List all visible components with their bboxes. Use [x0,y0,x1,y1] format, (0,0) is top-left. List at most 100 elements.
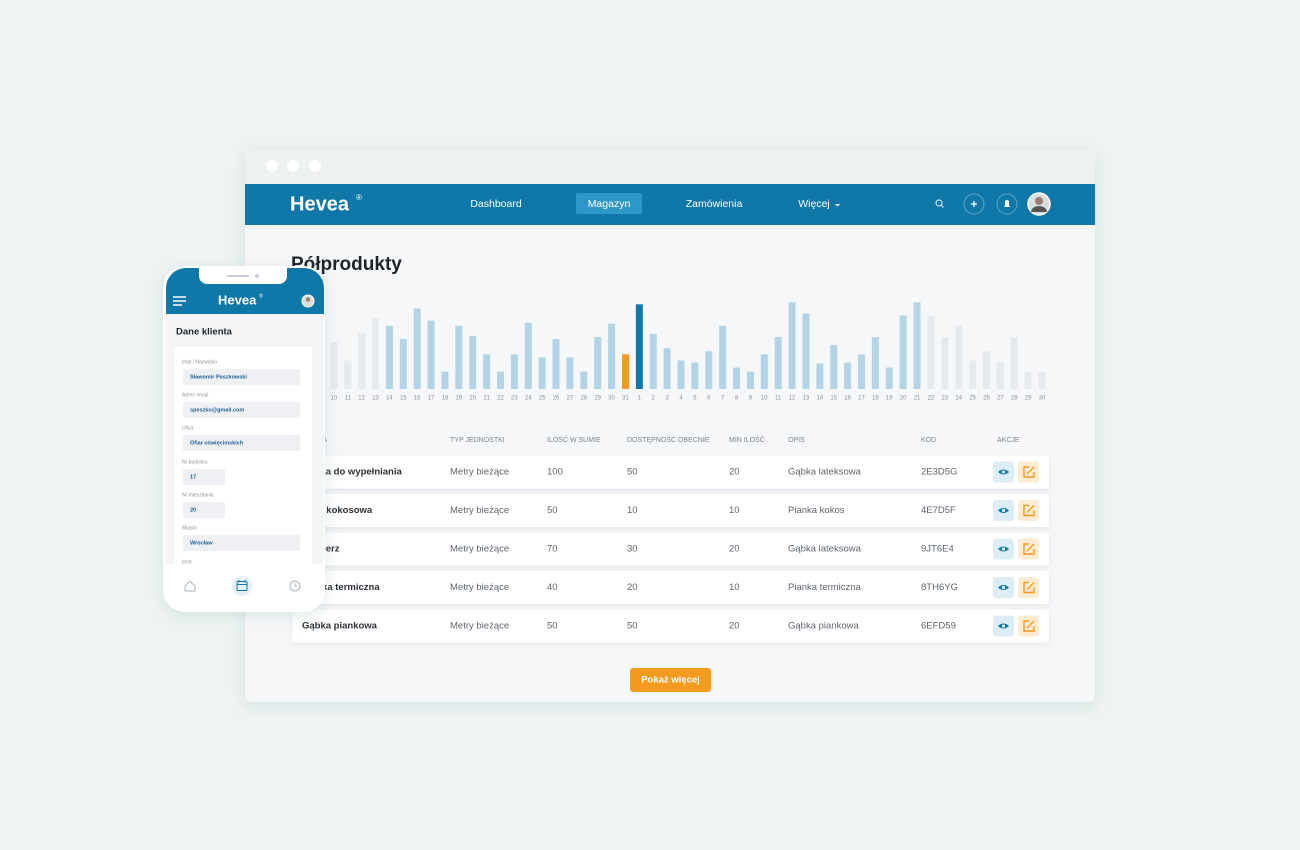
bar [1010,336,1018,389]
tabbar-edge [166,564,324,568]
bar [802,313,810,389]
nav-item[interactable]: Więcej [798,198,830,210]
button-bg[interactable] [630,668,711,692]
edit-icon[interactable] [1023,466,1035,478]
edit-icon[interactable] [1023,543,1035,555]
view-icon-pupil[interactable] [1001,624,1006,628]
x-tick-label: 28 [1011,396,1018,402]
edit-icon[interactable] [1023,581,1035,594]
product-name: Gąbka do wypełniania [302,467,402,478]
view-icon-pupil[interactable] [1001,470,1006,474]
x-tick-label: 30 [1039,396,1046,402]
x-tick-label: 28 [580,396,587,402]
x-tick-label: 7 [721,396,725,402]
row-actions [993,500,1039,521]
table-row [292,455,1049,489]
x-tick-label: 19 [886,396,893,402]
table-cell: 10 [729,582,740,593]
table-cell: Metry bieżące [450,544,509,555]
search-icon[interactable] [935,199,944,208]
x-tick-label: 8 [735,396,739,402]
notifications-button[interactable] [996,193,1018,215]
x-tick-label: 5 [693,396,697,402]
tab-history[interactable] [289,580,301,592]
x-tick-label: 18 [442,396,449,402]
row-actions [993,461,1039,483]
table-cell: 20 [729,621,740,632]
show-more-button[interactable]: Pokaż więcej [630,668,711,692]
edit-icon[interactable] [1023,620,1035,632]
x-tick-label: 20 [469,396,476,402]
field-label: Nr budynku [182,459,208,465]
x-tick-label: 29 [1025,396,1032,402]
bar [941,336,949,389]
tab-home[interactable] [184,580,196,592]
bar [469,335,477,389]
field-input[interactable] [183,502,225,518]
nav-item[interactable]: Magazyn [588,198,631,210]
view-icon-pupil[interactable] [1001,508,1006,513]
avatar[interactable] [1027,192,1051,216]
table-cell: 50 [627,621,638,632]
x-tick-label: 10 [761,396,768,402]
table-cell: 50 [547,621,558,632]
bar [677,360,685,389]
bar [385,325,393,389]
field-label: Ulica [182,425,193,431]
nav-active-bg [576,193,642,214]
view-icon-pupil[interactable] [1001,585,1006,590]
x-tick-label: 1 [638,396,642,402]
button-label[interactable]: Pokaż więcej [641,675,700,686]
phone-title: Dane klienta [176,327,233,338]
x-tick-label: 21 [914,396,921,402]
field-value: 20 [190,507,196,513]
field-input[interactable] [183,469,225,485]
field-input[interactable] [183,402,300,418]
table-row [292,532,1049,566]
bar [927,315,935,389]
view-icon-pupil[interactable] [1001,547,1006,551]
product-name: Gąbka piankowa [302,621,378,632]
table-cell: Metry bieżące [450,505,509,516]
field-label: Miasto [182,525,197,531]
field-input[interactable] [183,535,300,551]
bar [594,336,602,389]
nav-item[interactable]: Dashboard [470,198,522,210]
bar [566,357,574,389]
window-dot [309,160,321,172]
form: Imię i Nazwisko Sławomir Paszkowski Adres … [182,359,300,551]
table-row [292,571,1049,604]
field-input[interactable] [183,435,300,451]
add-button[interactable] [963,193,985,215]
nav-item[interactable]: Zamówienia [686,198,743,210]
bar [608,323,616,389]
table-cell: 20 [729,467,740,478]
x-tick-label: 4 [679,396,683,402]
bar [719,325,727,389]
edit-icon[interactable] [1023,504,1035,517]
x-tick-label: 15 [400,396,407,402]
bar [774,336,782,389]
x-tick-label: 11 [775,396,782,402]
speaker [227,275,249,277]
product-name: Mata kokosowa [302,505,373,516]
x-tick-label: 18 [872,396,879,402]
x-tick-label: 3 [665,396,669,402]
field-value: speszko@gmail.com [190,407,244,413]
bar [788,302,796,389]
x-tick-label: 25 [539,396,546,402]
x-tick-label: 25 [969,396,976,402]
x-tick-label: 16 [414,396,421,402]
table-cell: 50 [627,467,638,478]
window-dot [287,160,299,172]
bar [441,371,449,389]
bar [649,333,657,389]
field-input[interactable] [183,369,300,385]
bar [372,318,380,389]
menu-icon[interactable] [173,296,186,306]
logo[interactable]: Hevea [290,193,350,215]
tab-calendar[interactable] [232,576,252,596]
phone-avatar[interactable] [301,294,315,308]
